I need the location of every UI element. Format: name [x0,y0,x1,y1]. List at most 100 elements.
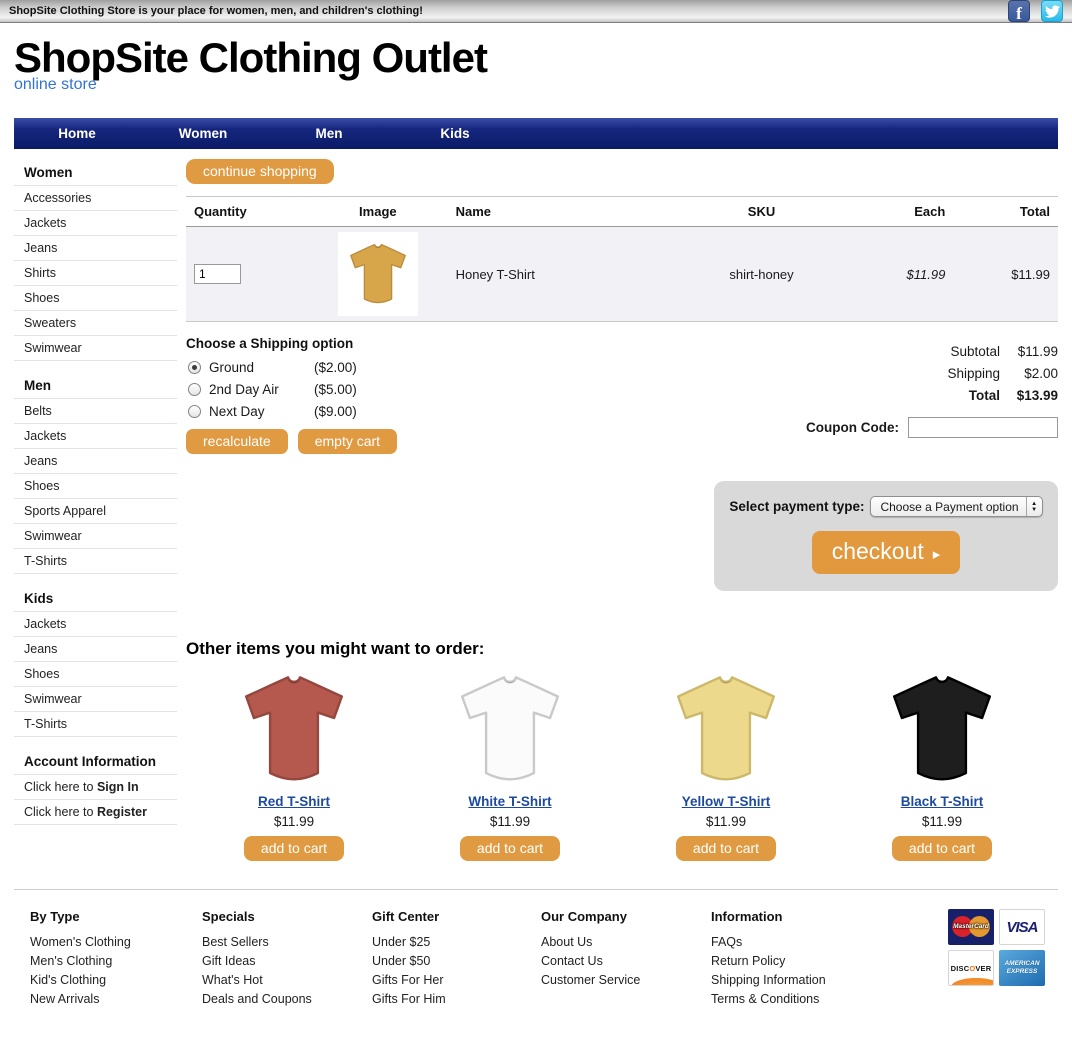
empty-cart-button[interactable]: empty cart [297,429,398,455]
footer-link[interactable]: Customer Service [541,973,641,988]
cart-column-header: Quantity [186,196,309,228]
footer-column-links: Under $25 Under $50 Gifts For Her Gifts For… [372,933,525,1009]
suggestions-section: Other items you might want to order: Red… [186,639,1058,862]
shipping-and-totals: Choose a Shipping option Ground ($2.00) … [186,336,1058,455]
product-link[interactable]: Black T-Shirt [900,794,984,810]
payment-select[interactable]: Choose a Payment option ▲ ▼ [870,496,1043,518]
sidebar-item[interactable]: Belts [14,399,177,425]
checkout-button[interactable]: checkout ▸ [811,531,961,575]
sidebar-section-title: Kids [14,585,177,613]
nav-tab-women[interactable]: Women [178,126,228,142]
social-icons: f [1008,0,1063,23]
recalculate-button[interactable]: recalculate [186,429,288,455]
footer-link[interactable]: New Arrivals [30,992,100,1007]
tshirt-graphic [460,676,560,781]
sidebar-item[interactable]: Jeans [14,449,177,475]
nav-tab-kids[interactable]: Kids [440,126,470,142]
sidebar-item[interactable]: Shoes [14,474,177,500]
product-link[interactable]: White T-Shirt [468,794,552,810]
add-to-cart-button[interactable]: add to cart [459,836,561,862]
footer-link[interactable]: FAQs [711,935,743,950]
nav-tab-home[interactable]: Home [58,126,96,142]
sidebar-item[interactable]: Swimwear [14,687,177,713]
product-card: White T-Shirt $11.99 add to cart [402,671,618,862]
payment-box: Select payment type: Choose a Payment op… [714,481,1058,592]
add-to-cart-button[interactable]: add to cart [675,836,777,862]
sidebar-item[interactable]: Jackets [14,424,177,450]
radio-button[interactable] [188,360,201,374]
radio-button[interactable] [188,404,201,418]
footer-link[interactable]: Best Sellers [202,935,269,950]
sidebar-item[interactable]: Shirts [14,261,177,287]
footer-link[interactable]: Gift Ideas [202,954,256,969]
shipping-option[interactable]: Next Day ($9.00) [186,400,397,422]
order-totals: Subtotal $11.99 Shipping $2.00 Total $13… [806,336,1058,406]
footer-link[interactable]: Men's Clothing [30,954,113,969]
image-cell [308,226,448,323]
sidebar-item[interactable]: Jackets [14,211,177,237]
sidebar-item[interactable]: Swimwear [14,336,177,362]
footer-column: Our Company About Us Contact Us Customer S… [525,909,695,1009]
footer-link[interactable]: What's Hot [202,973,263,988]
footer-column-title: Gift Center [372,909,440,925]
sidebar-section-title: Account Information [14,748,177,776]
online-store-link[interactable]: online store [14,76,97,94]
cart-column-header: SKU [674,196,849,228]
sidebar-item[interactable]: T-Shirts [14,549,177,575]
store-tagline: ShopSite Clothing Store is your place fo… [9,5,423,17]
sidebar-item[interactable]: Sports Apparel [14,499,177,525]
footer-link[interactable]: Terms & Conditions [711,992,820,1007]
checkout-arrow-icon: ▸ [932,546,941,564]
mastercard-red-circle [952,916,973,938]
quantity-input[interactable] [194,264,241,285]
suggestions-title: Other items you might want to order: [186,639,485,659]
twitter-icon[interactable] [1041,0,1063,22]
facebook-glyph: f [1016,3,1022,23]
product-image[interactable] [449,671,571,785]
add-to-cart-button[interactable]: add to cart [891,836,993,862]
facebook-icon[interactable]: f [1008,0,1030,23]
product-link[interactable]: Red T-Shirt [257,794,330,810]
footer-link[interactable]: About Us [541,935,593,950]
sidebar-section-items: Belts Jackets Jeans Shoes Sports Apparel Swim… [14,399,177,575]
sidebar-item[interactable]: Jeans [14,236,177,262]
footer-column-links: FAQs Return Policy Shipping Information Ter… [711,933,867,1009]
footer-link[interactable]: Gifts For Her [372,973,444,988]
product-image[interactable] [665,671,787,785]
shipping-option[interactable]: Ground ($2.00) [186,356,397,378]
footer-link[interactable]: Under $50 [372,954,431,969]
site-header: ShopSite Clothing Outlet online store [14,35,1072,94]
sidebar-item[interactable]: Shoes [14,662,177,688]
footer-link[interactable]: Return Policy [711,954,786,969]
sidebar-account-link[interactable]: Click here to Sign In [14,775,177,801]
footer-link[interactable]: Deals and Coupons [202,992,312,1007]
sidebar-item[interactable]: Accessories [14,186,177,212]
sidebar-item[interactable]: Shoes [14,286,177,312]
footer-link[interactable]: Women's Clothing [30,935,131,950]
sidebar-section-items: Jackets Jeans Shoes Swimwear T-Shirts [14,612,177,738]
nav-tab-men[interactable]: Men [315,126,343,142]
footer-link[interactable]: Contact Us [541,954,603,969]
radio-button[interactable] [188,382,201,396]
add-to-cart-button[interactable]: add to cart [243,836,345,862]
footer-link[interactable]: Shipping Information [711,973,826,988]
product-image[interactable] [881,671,1003,785]
sidebar-item[interactable]: Jackets [14,612,177,638]
sidebar-item[interactable]: Jeans [14,637,177,663]
sidebar-item[interactable]: T-Shirts [14,712,177,738]
footer-link[interactable]: Gifts For Him [372,992,446,1007]
amex-label: AMERICAN EXPRESS [1004,960,1040,976]
product-price: $11.99 [705,814,747,830]
coupon-input[interactable] [908,417,1058,439]
shipping-option[interactable]: 2nd Day Air ($5.00) [186,378,397,400]
item-total-price: $11.99 [953,226,1058,323]
product-image[interactable] [233,671,355,785]
sidebar-item[interactable]: Swimwear [14,524,177,550]
product-link[interactable]: Yellow T-Shirt [681,794,771,810]
footer-link[interactable]: Under $25 [372,935,431,950]
sidebar-account-link[interactable]: Click here to Register [14,800,177,826]
sidebar-item[interactable]: Sweaters [14,311,177,337]
continue-shopping-button[interactable]: continue shopping [186,159,334,185]
footer-link[interactable]: Kid's Clothing [30,973,107,988]
